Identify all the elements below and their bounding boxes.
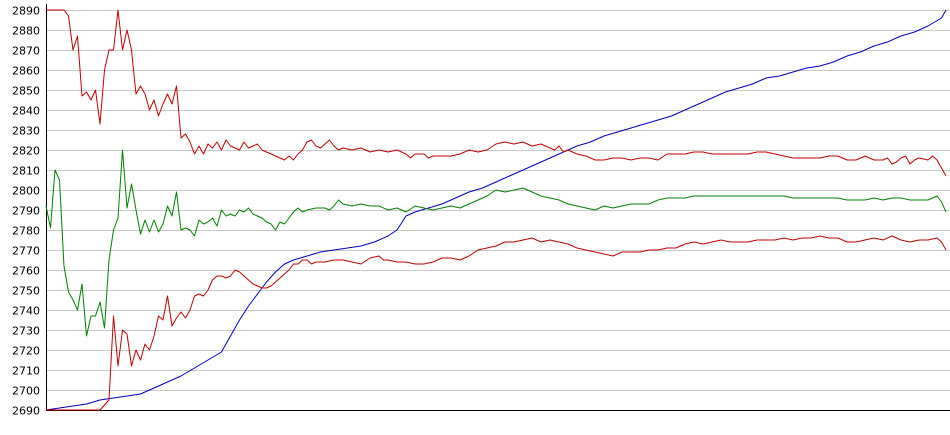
- series-line-3: [45, 149, 947, 337]
- y-tick-label: 2860: [12, 65, 40, 78]
- y-axis-labels: 2690 2700 2710 2720 2730 2740 2750 2760 2770 2780…: [12, 5, 40, 418]
- series-line-2: [46, 235, 947, 411]
- y-tick-label: 2740: [12, 305, 40, 318]
- y-tick-label: 2730: [12, 325, 40, 338]
- y-tick-label: 2880: [12, 25, 40, 38]
- y-tick-label: 2870: [12, 45, 40, 58]
- y-tick-label: 2760: [12, 265, 40, 278]
- axes: [46, 4, 950, 411]
- series-lines: [45, 9, 947, 411]
- y-tick-label: 2700: [12, 385, 40, 398]
- y-tick-label: 2720: [12, 345, 40, 358]
- series-line-1: [46, 9, 947, 177]
- y-tick-label: 2770: [12, 245, 40, 258]
- y-tick-label: 2840: [12, 105, 40, 118]
- y-tick-label: 2810: [12, 165, 40, 178]
- series-line-0: [45, 9, 947, 411]
- y-tick-label: 2830: [12, 125, 40, 138]
- y-tick-label: 2890: [12, 5, 40, 18]
- grid: [46, 10, 950, 411]
- y-tick-label: 2710: [12, 365, 40, 378]
- y-tick-label: 2850: [12, 85, 40, 98]
- y-tick-label: 2780: [12, 225, 40, 238]
- y-tick-label: 2750: [12, 285, 40, 298]
- y-tick-label: 2790: [12, 205, 40, 218]
- y-tick-label: 2800: [12, 185, 40, 198]
- y-tick-label: 2820: [12, 145, 40, 158]
- y-tick-label: 2690: [12, 405, 40, 418]
